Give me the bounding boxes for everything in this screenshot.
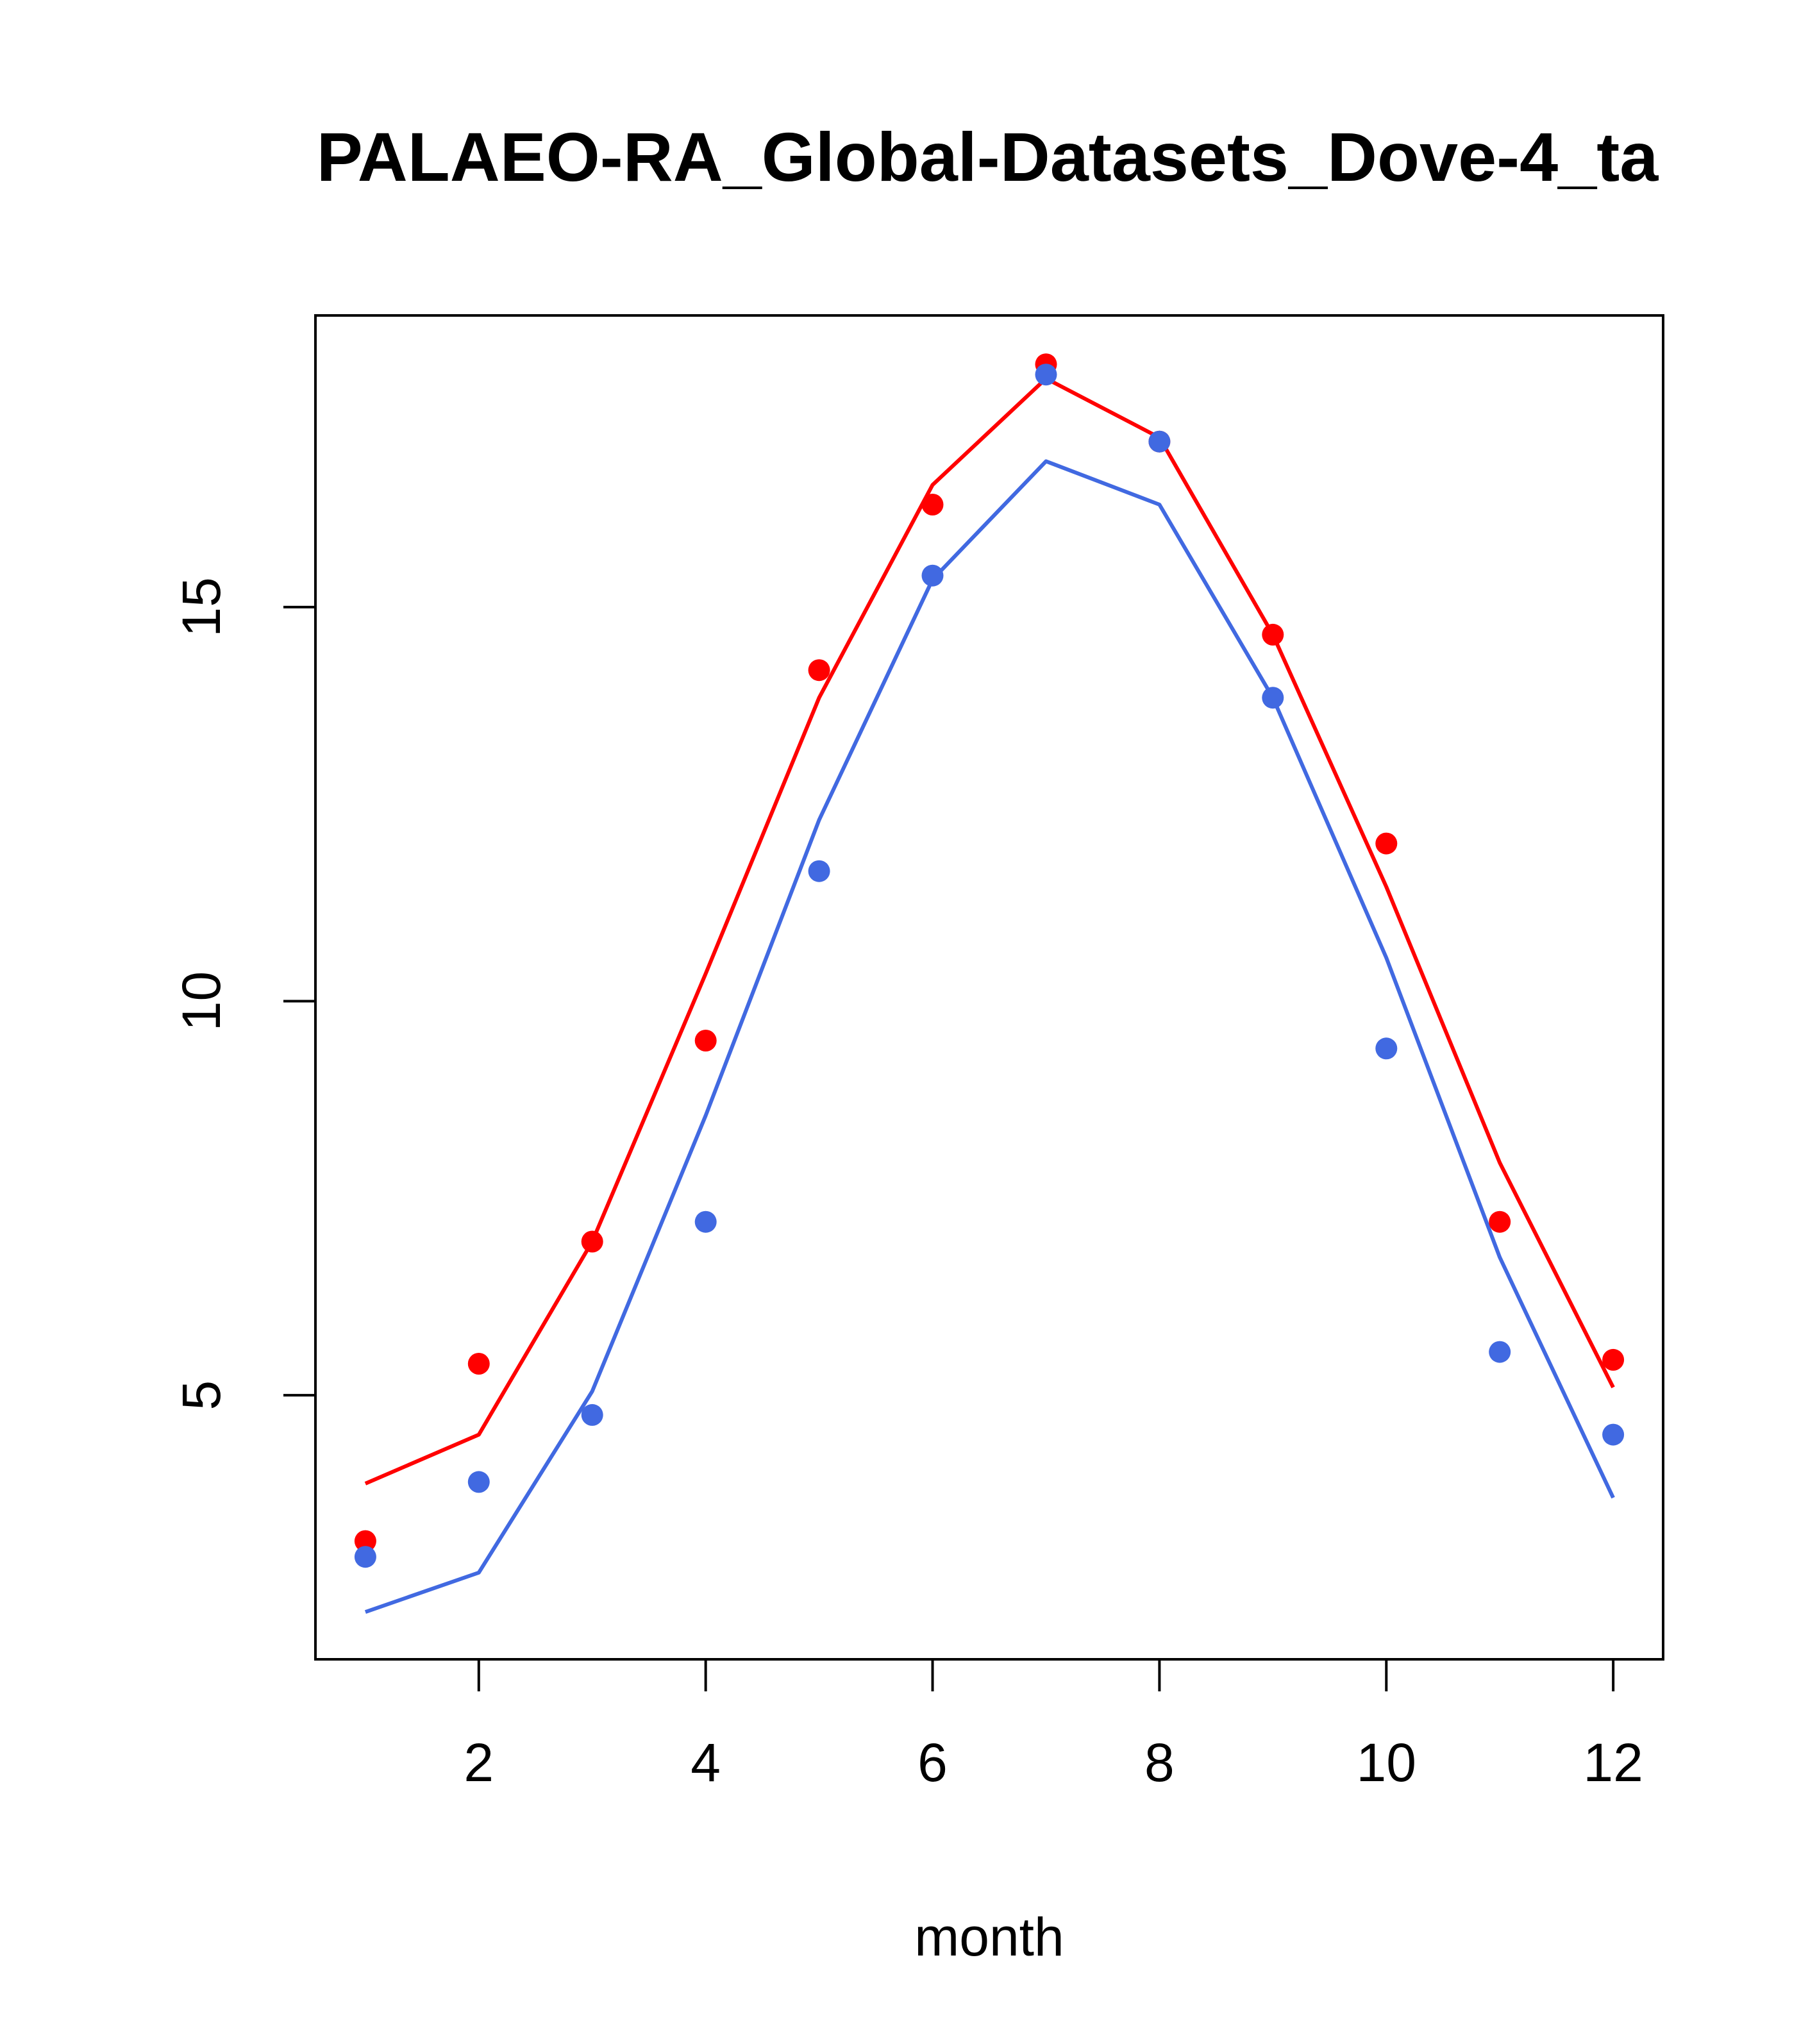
- x-tick-label: 10: [1357, 1732, 1416, 1793]
- x-tick-label: 8: [1144, 1732, 1175, 1793]
- x-tick-label: 2: [464, 1732, 494, 1793]
- x-axis-label: month: [914, 1907, 1064, 1967]
- series-points: [354, 353, 1625, 1568]
- chart-title: PALAEO-RA_Global-Datasets_Dove-4_ta: [317, 118, 1659, 196]
- red-points-point-5: [808, 659, 830, 682]
- y-tick-label: 5: [171, 1380, 231, 1411]
- blue-points-point-2: [467, 1471, 490, 1493]
- blue-points-point-7: [1035, 364, 1057, 386]
- blue-line: [364, 459, 1615, 1614]
- series-lines: [364, 376, 1615, 1614]
- x-tick-label: 6: [917, 1732, 948, 1793]
- red-line: [364, 376, 1615, 1486]
- red-points-point-2: [467, 1353, 490, 1375]
- blue-points-point-3: [581, 1403, 603, 1426]
- y-tick-label: 10: [171, 971, 231, 1031]
- x-tick-label: 4: [691, 1732, 721, 1793]
- x-tick-label: 12: [1583, 1732, 1643, 1793]
- red-points-point-4: [694, 1030, 717, 1051]
- blue-points-point-4: [694, 1210, 717, 1233]
- blue-points-point-10: [1375, 1037, 1398, 1060]
- blue-points-point-12: [1602, 1423, 1625, 1446]
- blue-points-point-11: [1489, 1341, 1511, 1363]
- blue-points-point-8: [1148, 430, 1171, 453]
- red-points-point-10: [1375, 832, 1398, 855]
- y-axis: 5 10 15: [171, 577, 317, 1411]
- blue-points-point-5: [808, 860, 830, 882]
- red-points-point-12: [1602, 1348, 1625, 1371]
- red-points-point-1: [354, 1530, 376, 1552]
- blue-points-point-9: [1262, 687, 1284, 709]
- y-tick-label: 15: [171, 577, 231, 637]
- red-points-point-3: [581, 1230, 603, 1253]
- x-axis: 2 4 6 8 10 12: [464, 1658, 1643, 1793]
- blue-points-point-1: [354, 1546, 376, 1568]
- red-points-point-11: [1489, 1210, 1511, 1233]
- blue-points-point-6: [921, 564, 944, 587]
- red-points-point-6: [921, 494, 944, 515]
- plot-frame: [314, 314, 1664, 1661]
- red-points-point-9: [1262, 623, 1284, 646]
